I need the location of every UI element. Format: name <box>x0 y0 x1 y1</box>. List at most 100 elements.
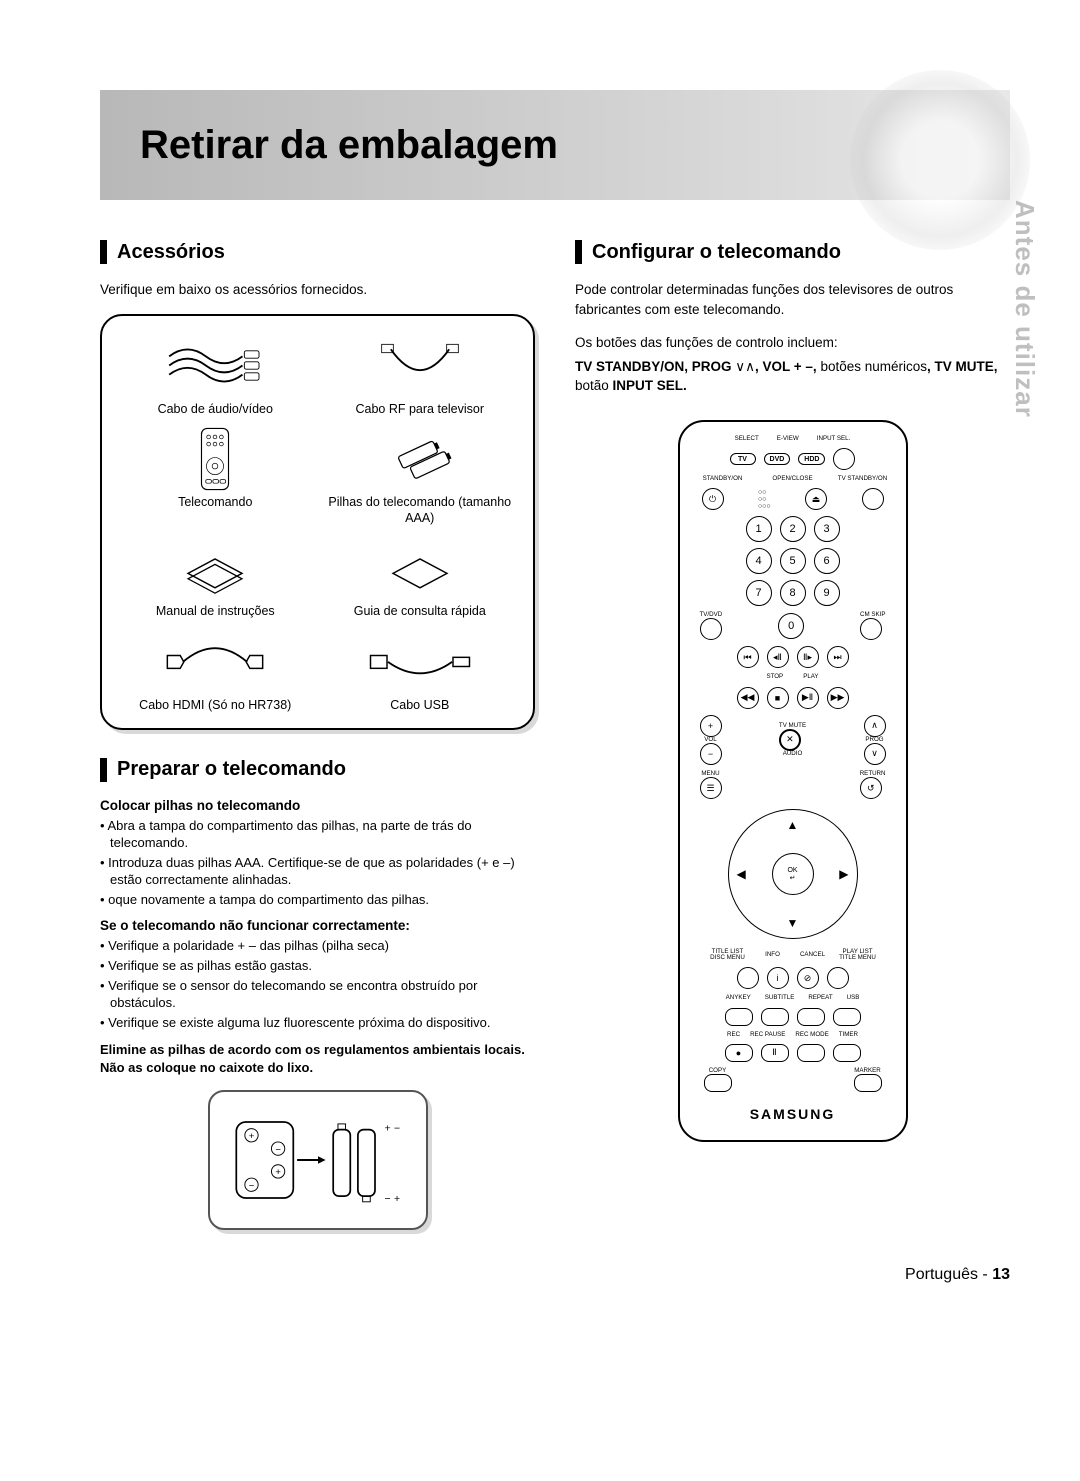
rec-mode-button <box>797 1044 825 1062</box>
playlist-button <box>827 967 849 989</box>
timer-button <box>833 1044 861 1062</box>
remote-label: COPY <box>704 1068 732 1074</box>
heading-prepare-remote: Preparar o telecomando <box>100 758 535 782</box>
svg-text:+: + <box>248 1131 254 1142</box>
num-button: 2 <box>780 516 806 542</box>
remote-label: STANDBY/ON <box>698 476 748 482</box>
open-close-button: ⏏ <box>805 488 827 510</box>
remote-label: ANYKEY <box>726 995 751 1001</box>
page-title: Retirar da embalagem <box>140 123 558 168</box>
header-banner: Retirar da embalagem <box>100 90 1010 200</box>
copy-button <box>704 1074 732 1092</box>
svg-text:+: + <box>384 1124 390 1135</box>
footer-lang: Português <box>905 1266 978 1283</box>
repeat-button <box>797 1008 825 1026</box>
subheading-troubleshoot: Se o telecomando não funcionar correctam… <box>100 918 535 933</box>
cancel-button: ⊘ <box>797 967 819 989</box>
input-sel-button <box>833 448 855 470</box>
num-button: 8 <box>780 580 806 606</box>
tvdvd-button <box>700 618 722 640</box>
list-item: Abra a tampa do compartimento das pilhas… <box>100 817 535 852</box>
accessory-item: Guia de consulta rápida <box>325 536 516 620</box>
accessory-item: Cabo de áudio/vídeo <box>120 334 311 418</box>
rec-pause-button: Ⅱ <box>761 1044 789 1062</box>
remote-label: TV/DVD <box>700 612 723 618</box>
disposal-note: Elimine as pilhas de acordo com os regul… <box>100 1041 535 1076</box>
svg-text:+: + <box>394 1194 400 1205</box>
svg-text:+: + <box>275 1167 281 1178</box>
cmskip-button <box>860 618 882 640</box>
list-item: Verifique se o sensor do telecomando se … <box>100 977 535 1012</box>
remote-label: SELECT <box>735 436 759 442</box>
page-footer: Português - 13 <box>100 1266 1010 1284</box>
stop-button: ■ <box>767 687 789 709</box>
quickguide-icon <box>325 536 516 600</box>
num-button: 6 <box>814 548 840 574</box>
battery-diagram: + − − + +− −+ <box>208 1090 428 1230</box>
hdd-pill: HDD <box>798 453 825 465</box>
accessory-label: Cabo USB <box>325 698 516 714</box>
remote-label: PROG <box>864 737 886 743</box>
hdmi-cable-icon <box>120 630 311 694</box>
remote-icon <box>120 427 311 491</box>
svg-text:−: − <box>248 1181 254 1192</box>
num-button: 3 <box>814 516 840 542</box>
heading-accessories: Acessórios <box>100 240 535 264</box>
ok-button: OK↵ <box>772 853 814 895</box>
batteries-icon <box>325 427 516 491</box>
vol-up-button: + <box>700 715 722 737</box>
usb-cable-icon <box>325 630 516 694</box>
remote-label: REPEAT <box>808 995 832 1001</box>
remote-label: OPEN/CLOSE <box>768 476 818 482</box>
control-buttons-list: TV STANDBY/ON, PROG ∨∧, VOL + –, botões … <box>575 357 1010 396</box>
dpad-down-icon: ▼ <box>787 916 799 930</box>
accessory-item: Telecomando <box>120 427 311 526</box>
accessory-label: Telecomando <box>120 495 311 511</box>
standby-button: ⏻ <box>702 488 724 510</box>
remote-label: TIMER <box>839 1032 858 1038</box>
remote-label: CANCEL <box>798 952 828 958</box>
accessory-item: Cabo HDMI (Só no HR738) <box>120 630 311 714</box>
svg-text:−: − <box>394 1124 400 1135</box>
prog-up-button: ∧ <box>864 715 886 737</box>
remote-label: STOP <box>766 674 783 680</box>
manual-icon <box>120 536 311 600</box>
remote-label: TV MUTE <box>779 723 806 729</box>
remote-label: MENU <box>700 771 722 777</box>
tv-pill: TV <box>730 453 756 465</box>
remote-label: USB <box>847 995 860 1001</box>
list-item: oque novamente a tampa do compartimento … <box>100 891 535 909</box>
remote-label: CM SKIP <box>860 612 885 618</box>
bullet-list: Abra a tampa do compartimento das pilhas… <box>100 817 535 909</box>
titlelist-button <box>737 967 759 989</box>
configure-intro2: Os botões das funções de controlo inclue… <box>575 333 1010 353</box>
remote-label: PLAY <box>803 674 818 680</box>
accessories-intro: Verifique em baixo os acessórios forneci… <box>100 280 535 300</box>
remote-label: REC MODE <box>795 1032 828 1038</box>
usb-button <box>833 1008 861 1026</box>
remote-label: TITLE LIST DISC MENU <box>708 949 748 961</box>
anykey-button <box>725 1008 753 1026</box>
ir-icon: ○○○○○○○ <box>758 489 771 510</box>
dpad-right-icon: ▶ <box>839 867 848 881</box>
rewind-button: ◀◀ <box>737 687 759 709</box>
num-button: 7 <box>746 580 772 606</box>
num-button: 0 <box>778 613 804 639</box>
rf-cable-icon <box>325 334 516 398</box>
play-button: ▶Ⅱ <box>797 687 819 709</box>
remote-label: SUBTITLE <box>765 995 795 1001</box>
menu-button: ☰ <box>700 777 722 799</box>
skip-next-button: ⏭ <box>827 646 849 668</box>
dvd-pill: DVD <box>764 453 791 465</box>
remote-label: VOL <box>700 737 722 743</box>
step-prev-button: ◂Ⅱ <box>767 646 789 668</box>
remote-label: REC PAUSE <box>750 1032 785 1038</box>
subheading-insert-batteries: Colocar pilhas no telecomando <box>100 798 535 813</box>
fwd-button: ▶▶ <box>827 687 849 709</box>
configure-intro1: Pode controlar determinadas funções dos … <box>575 280 1010 319</box>
remote-label: INPUT SEL. <box>817 436 851 442</box>
num-button: 4 <box>746 548 772 574</box>
remote-label: AUDIO <box>779 751 806 757</box>
dpad-up-icon: ▲ <box>787 818 799 832</box>
num-button: 5 <box>780 548 806 574</box>
